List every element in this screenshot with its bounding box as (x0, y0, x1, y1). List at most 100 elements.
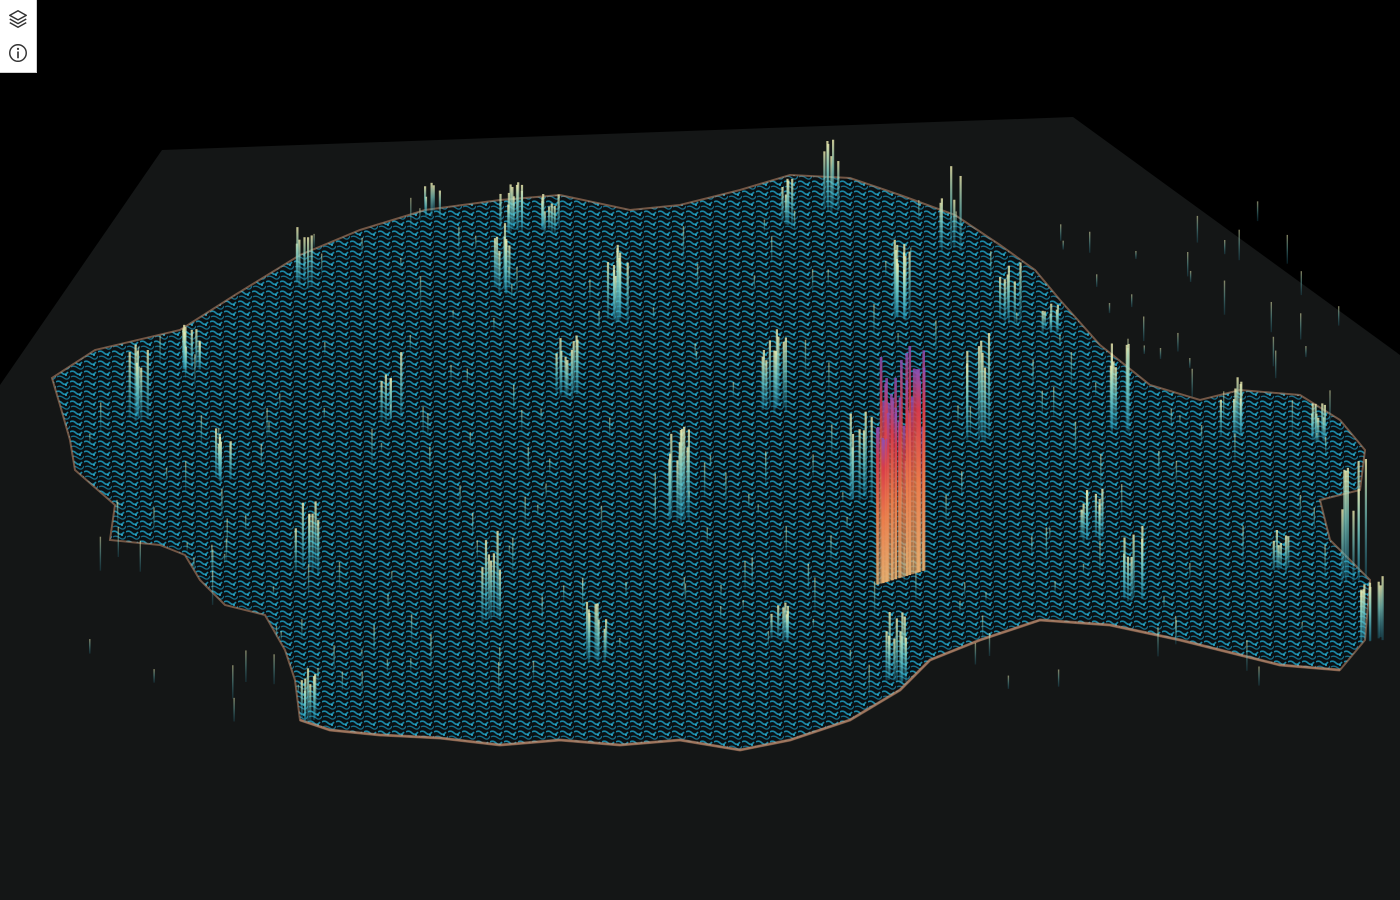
data-spike (469, 432, 471, 447)
data-spike (1238, 229, 1240, 261)
data-spike (842, 492, 844, 502)
data-spike (515, 184, 519, 231)
data-spike (1364, 458, 1367, 579)
data-spike (830, 535, 832, 560)
data-spike (770, 613, 773, 639)
data-spike (1132, 534, 1135, 598)
data-spike (459, 485, 461, 508)
data-spike (321, 253, 323, 276)
data-spike (917, 369, 921, 573)
data-spike (563, 585, 565, 602)
data-spike (1016, 312, 1018, 325)
data-spike (1379, 585, 1382, 638)
data-spike (682, 226, 685, 260)
data-spike (1277, 545, 1280, 570)
data-spike (260, 444, 262, 467)
data-spike (303, 237, 306, 282)
data-spike (391, 571, 393, 583)
data-spike (882, 439, 886, 583)
data-spike (846, 517, 848, 529)
layers-icon (9, 10, 27, 28)
data-spike (540, 408, 542, 421)
data-spike (670, 433, 673, 518)
data-spike (410, 197, 412, 230)
data-spike (1045, 527, 1048, 559)
data-spike (744, 561, 746, 590)
data-spike (297, 684, 299, 694)
data-spike (598, 310, 600, 329)
data-spike (324, 342, 326, 355)
data-spike (1300, 313, 1302, 340)
data-spike (1341, 509, 1344, 583)
data-spike (977, 346, 981, 442)
data-spike (190, 329, 193, 369)
data-spike (475, 235, 477, 249)
data-spike (768, 340, 771, 407)
data-spike (159, 335, 161, 364)
data-spike (1275, 350, 1277, 379)
data-spike (753, 275, 756, 290)
map-toolbar (0, 0, 37, 73)
data-spike (894, 413, 897, 580)
data-spike (596, 603, 599, 662)
data-spike (1109, 365, 1112, 429)
data-spike (419, 208, 421, 221)
data-spike (888, 635, 891, 681)
data-spike (945, 494, 947, 522)
data-spike (999, 276, 1002, 319)
data-spike (784, 337, 787, 413)
data-spike (773, 350, 776, 414)
data-spike (576, 339, 579, 395)
data-spike (895, 618, 898, 683)
data-spike (1159, 347, 1162, 359)
data-spike (496, 530, 499, 617)
data-spike (559, 338, 562, 396)
data-spike (1323, 404, 1326, 443)
data-spike (676, 460, 679, 521)
data-spike (964, 582, 966, 596)
data-spikes-hotspot (875, 346, 926, 585)
data-spike (498, 250, 501, 294)
data-spike (427, 413, 429, 436)
data-spike (684, 583, 687, 602)
data-spike (1126, 556, 1130, 602)
data-spike (212, 549, 214, 583)
data-spike (466, 368, 468, 386)
data-spike (959, 175, 962, 252)
data-spike (765, 451, 767, 486)
data-spike (1041, 310, 1044, 334)
data-spike (953, 199, 956, 249)
info-button[interactable] (3, 38, 33, 68)
data-spike (1321, 403, 1324, 437)
layers-button[interactable] (3, 4, 33, 34)
data-spike (134, 344, 137, 422)
data-spike (600, 505, 603, 532)
data-spike (940, 198, 943, 251)
data-spike (898, 397, 902, 578)
data-spike (1345, 470, 1348, 583)
data-spike (1003, 279, 1006, 322)
data-spike (1256, 201, 1259, 222)
data-spike (380, 443, 383, 452)
data-spike (184, 345, 187, 379)
data-spike (511, 186, 514, 230)
data-spike (492, 553, 495, 617)
data-spike (308, 513, 311, 568)
data-spike (908, 346, 912, 575)
data-spike (961, 471, 963, 497)
data-spike (233, 697, 235, 722)
data-spike (493, 318, 495, 330)
data-spike (317, 667, 319, 683)
data-spike (1233, 399, 1236, 438)
data-spike (814, 577, 816, 611)
data-spike (957, 405, 959, 424)
data-spike (541, 596, 543, 619)
data-spike (605, 619, 608, 657)
data-spike (226, 518, 228, 552)
data-spike (1112, 361, 1115, 428)
data-spike (1272, 336, 1275, 367)
data-spike (225, 538, 228, 562)
data-spike (280, 631, 282, 641)
